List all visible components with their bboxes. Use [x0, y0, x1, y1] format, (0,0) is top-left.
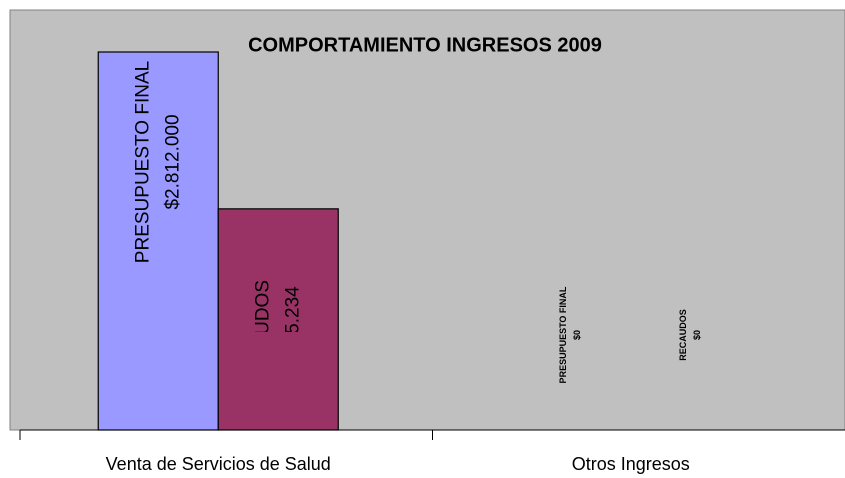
series-label: RECAUDOS: [678, 309, 688, 361]
value-label: $1.645.234: [282, 286, 303, 382]
value-label: $0: [692, 330, 702, 340]
value-label: $2.812.000: [162, 114, 183, 209]
series-label: PRESUPUESTO FINAL: [132, 61, 153, 263]
chart-title: COMPORTAMIENTO INGRESOS 2009: [248, 34, 602, 56]
bar: [97, 51, 219, 431]
series-label: RECAUDOS: [252, 280, 273, 388]
series-label: PRESUPUESTO FINAL: [558, 286, 568, 383]
x-tick-label: Otros Ingresos: [572, 454, 690, 474]
x-tick-label: Venta de Servicios de Salud: [106, 454, 331, 474]
data-label: PRESUPUESTO FINAL $2.812.000: [132, 61, 183, 263]
data-label: RECAUDOS $1.645.234: [252, 280, 303, 388]
bar: [217, 208, 339, 431]
value-label: $0: [572, 330, 582, 340]
